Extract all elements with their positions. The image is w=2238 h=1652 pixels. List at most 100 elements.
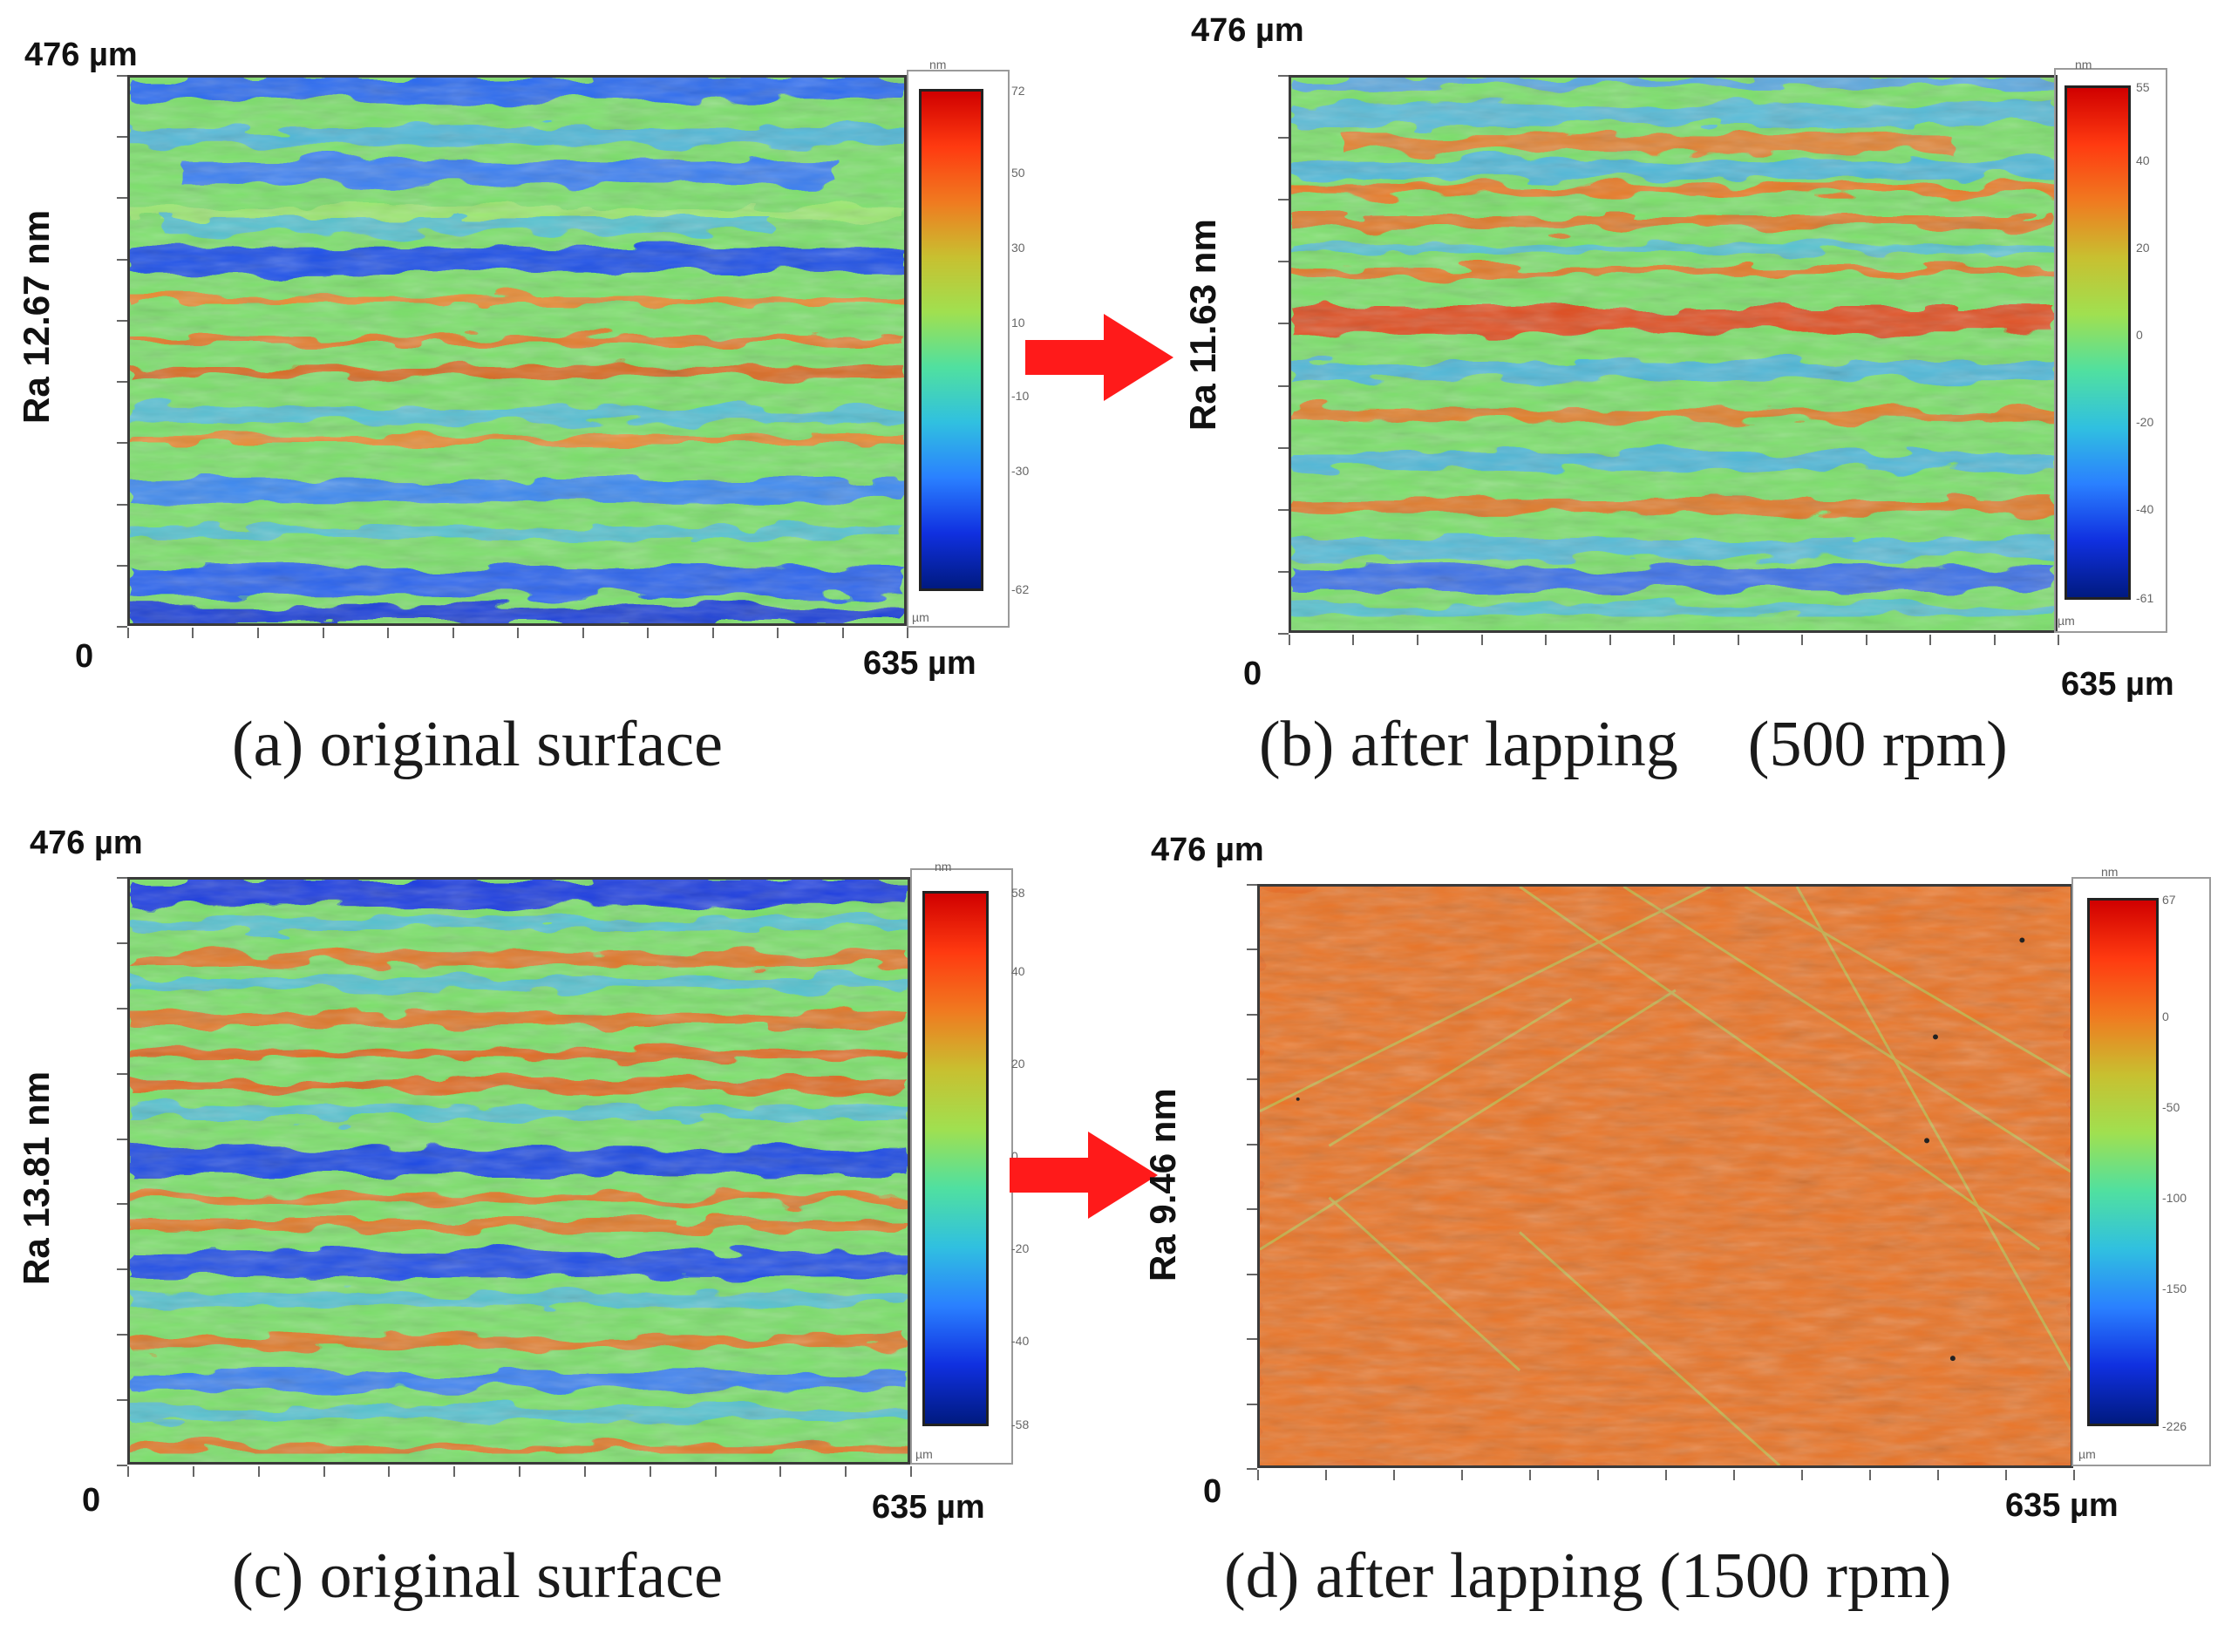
axis-tick (117, 258, 127, 261)
axis-tick (910, 1466, 912, 1477)
axis-tick (845, 1466, 847, 1477)
colorbar-frame-a (907, 70, 1010, 628)
colorbar-unit-top-d: nm (2101, 865, 2119, 879)
colorbar-frame-b (2054, 68, 2167, 633)
colorbar-tick: 0 (2162, 1010, 2169, 1023)
axis-tick (1247, 1468, 1257, 1470)
colorbar-tick: -62 (1011, 582, 1030, 596)
axis-tick (1416, 635, 1418, 645)
axis-tick (117, 197, 127, 200)
axis-tick (1929, 635, 1931, 645)
axis-tick (117, 381, 127, 384)
caption-c: (c) original surface (232, 1540, 723, 1612)
x-ticks-c (127, 1466, 912, 1479)
axis-tick (1247, 884, 1257, 886)
axis-tick (117, 564, 127, 567)
colorbar-frame-d (2071, 877, 2211, 1466)
x-end-label-c: 635 µm (872, 1489, 985, 1526)
axis-tick (117, 503, 127, 506)
x-ticks-b (1289, 635, 2059, 647)
origin-label-c: 0 (82, 1482, 101, 1519)
axis-tick (127, 1466, 129, 1477)
axis-tick (117, 1268, 127, 1271)
axis-tick (1247, 1013, 1257, 1016)
x-end-label-a: 635 µm (863, 645, 976, 682)
axis-tick (256, 628, 259, 638)
axis-tick (117, 942, 127, 944)
axis-tick (1544, 635, 1547, 645)
axis-tick (583, 1466, 586, 1477)
axis-tick (1800, 1470, 1803, 1480)
axis-tick (1247, 1078, 1257, 1081)
axis-tick (1800, 635, 1803, 645)
axis-tick (1865, 635, 1867, 645)
axis-tick (117, 1138, 127, 1140)
axis-tick (2058, 635, 2059, 645)
axis-tick (117, 1072, 127, 1075)
axis-tick (192, 628, 194, 638)
axis-tick (1278, 261, 1289, 263)
axis-tick (452, 628, 454, 638)
colorbar-tick: 55 (2136, 80, 2150, 94)
axis-tick (117, 1465, 127, 1466)
axis-tick (1289, 635, 1290, 645)
colorbar-tick: -20 (2136, 415, 2154, 429)
axis-tick (649, 1466, 651, 1477)
x-end-label-d: 635 µm (2005, 1487, 2119, 1524)
axis-tick (1278, 75, 1289, 77)
y-ticks-b (1278, 75, 1290, 635)
axis-tick (841, 628, 844, 638)
height-map-c-image (130, 880, 908, 1462)
axis-tick (1324, 1470, 1327, 1480)
colorbar-unit-bottom-d: µm (2078, 1447, 2096, 1461)
axis-tick (117, 1399, 127, 1402)
colorbar-tick: -100 (2162, 1191, 2187, 1205)
height-map-a (127, 75, 907, 626)
colorbar-unit-top-b: nm (2075, 58, 2092, 71)
axis-tick (779, 1466, 782, 1477)
x-end-label-b: 635 µm (2061, 666, 2174, 703)
y-top-label-d: 476 µm (1151, 832, 1264, 868)
colorbar-tick: 50 (1011, 166, 1025, 180)
axis-tick (1247, 948, 1257, 951)
axis-tick (1278, 323, 1289, 325)
axis-tick (1278, 199, 1289, 201)
origin-label-a: 0 (75, 638, 94, 675)
axis-tick (117, 1334, 127, 1336)
axis-tick (1278, 446, 1289, 449)
caption-b: (b) after lapping (500 rpm) (1259, 708, 2008, 782)
colorbar-tick: 30 (1011, 241, 1025, 255)
axis-tick (1869, 1470, 1871, 1480)
axis-tick (117, 136, 127, 139)
colorbar-tick: -40 (1011, 1334, 1030, 1348)
axis-tick (192, 1466, 194, 1477)
axis-tick (777, 628, 779, 638)
axis-tick (1352, 635, 1355, 645)
axis-tick (1597, 1470, 1599, 1480)
caption-a: (a) original surface (232, 709, 723, 780)
axis-tick (1278, 633, 1289, 635)
axis-tick (1278, 384, 1289, 387)
axis-tick (1247, 1338, 1257, 1341)
y-top-label-a: 476 µm (24, 37, 138, 73)
axis-tick (1480, 635, 1483, 645)
axis-tick (517, 628, 519, 638)
axis-tick (582, 628, 584, 638)
axis-tick (2073, 1470, 2075, 1480)
roughness-label-d: Ra 9.46 nm (1142, 1088, 1183, 1281)
colorbar-tick: 72 (1011, 84, 1025, 98)
height-map-b-image (1291, 78, 2055, 630)
colorbar-tick: -58 (1011, 1417, 1030, 1431)
colorbar-b (2065, 85, 2131, 600)
axis-tick (1278, 508, 1289, 511)
axis-tick (646, 628, 649, 638)
colorbar-tick: -20 (1011, 1241, 1030, 1255)
axis-tick (1257, 1470, 1259, 1480)
colorbar-tick: -10 (1011, 389, 1030, 403)
y-ticks-d (1247, 884, 1259, 1470)
arrow-right-icon (1010, 1132, 1158, 1219)
axis-tick (117, 626, 127, 628)
y-ticks-c (117, 877, 129, 1466)
axis-tick (907, 628, 908, 638)
axis-tick (1993, 635, 1996, 645)
